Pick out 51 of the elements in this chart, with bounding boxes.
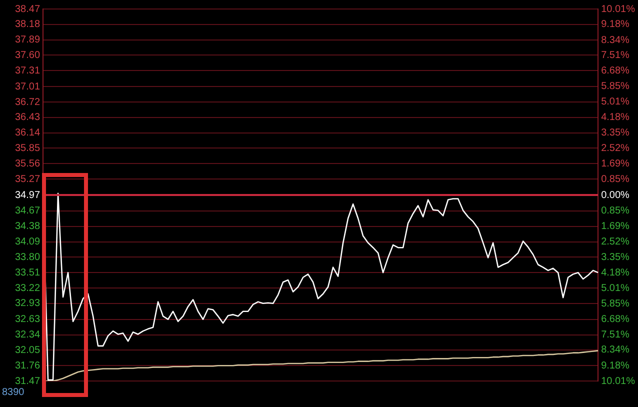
y2-tick-label: 6.68% xyxy=(601,314,630,325)
y2-tick-label: 8.34% xyxy=(601,344,630,356)
y2-tick-label: 0.85% xyxy=(601,174,630,185)
y2-tick-label: 3.35% xyxy=(601,252,630,263)
y2-tick-label: 5.85% xyxy=(601,81,630,92)
y-tick-label: 37.60 xyxy=(14,50,40,61)
y-tick-label: 34.38 xyxy=(14,221,40,232)
y2-tick-label: 2.52% xyxy=(601,142,630,154)
y-tick-label: 32.93 xyxy=(14,298,40,310)
y-tick-label: 32.05 xyxy=(14,344,40,356)
y-tick-label: 38.18 xyxy=(14,19,40,30)
y-tick-label: 35.56 xyxy=(14,158,40,170)
y2-tick-label: 3.35% xyxy=(601,128,630,138)
y2-tick-label: 7.51% xyxy=(601,50,630,62)
y-tick-label: 35.85 xyxy=(14,142,40,154)
y-tick-label: 36.14 xyxy=(14,128,40,139)
y2-tick-label: 4.18% xyxy=(601,267,630,278)
y2-tick-label: 0.00% xyxy=(601,190,630,201)
y2-tick-label: 10.01% xyxy=(601,376,636,387)
text: 8390 xyxy=(2,386,25,398)
y2-tick-label: 10.01% xyxy=(601,4,636,15)
y-tick-label: 33.22 xyxy=(14,282,40,294)
y2-tick-label: 7.51% xyxy=(601,329,630,340)
y2-tick-label: 1.69% xyxy=(601,221,630,232)
y-tick-label: 31.76 xyxy=(14,360,40,372)
y-tick-label: 34.97 xyxy=(14,190,40,201)
y-tick-label: 33.80 xyxy=(14,252,40,263)
y2-tick-label: 9.18% xyxy=(601,360,630,372)
y-tick-label: 34.09 xyxy=(14,236,40,248)
y2-tick-label: 5.85% xyxy=(601,298,630,310)
y-tick-label: 37.89 xyxy=(14,34,40,46)
y2-tick-label: 5.01% xyxy=(601,96,630,108)
y2-tick-label: 9.18% xyxy=(601,19,630,30)
y2-tick-label: 8.34% xyxy=(601,34,630,46)
y2-tick-label: 5.01% xyxy=(601,282,630,294)
y2-tick-label: 2.52% xyxy=(601,236,630,248)
y-tick-label: 32.34 xyxy=(14,330,40,341)
y2-tick-label: 0.85% xyxy=(601,206,630,217)
y-tick-label: 36.72 xyxy=(14,96,40,108)
y-tick-label: 33.51 xyxy=(14,267,40,278)
y-tick-label: 35.27 xyxy=(14,174,40,185)
y2-tick-label: 1.69% xyxy=(601,158,630,170)
y-tick-label: 34.67 xyxy=(14,206,40,217)
y-tick-label: 37.31 xyxy=(14,65,40,76)
y2-tick-label: 6.68% xyxy=(601,66,630,77)
y-tick-label: 31.47 xyxy=(14,376,40,387)
y-tick-label: 37.01 xyxy=(14,81,40,92)
y-tick-label: 32.63 xyxy=(14,314,40,326)
y-tick-label: 38.47 xyxy=(14,4,40,15)
y2-tick-label: 4.18% xyxy=(601,112,630,124)
y-tick-label: 36.43 xyxy=(14,112,40,124)
